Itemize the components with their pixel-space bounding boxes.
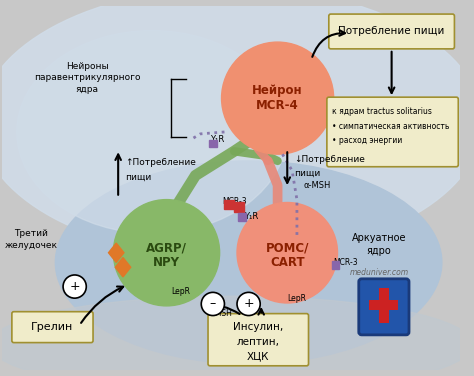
Polygon shape <box>209 140 217 147</box>
Text: CART: CART <box>270 256 305 269</box>
Text: Потребление пищи: Потребление пищи <box>338 26 445 36</box>
Circle shape <box>113 200 219 306</box>
Text: Третий: Третий <box>14 229 48 238</box>
Polygon shape <box>332 261 339 269</box>
FancyBboxPatch shape <box>327 97 458 167</box>
Polygon shape <box>234 203 244 212</box>
FancyBboxPatch shape <box>329 14 455 49</box>
Text: пищи: пищи <box>125 173 151 182</box>
Text: +: + <box>243 297 254 311</box>
Text: Нейрон: Нейрон <box>252 84 303 97</box>
Text: • симпатическая активность: • симпатическая активность <box>332 122 449 130</box>
Text: • расход энергии: • расход энергии <box>332 136 402 145</box>
Text: MCR-3: MCR-3 <box>333 258 357 267</box>
Text: meduniver.com: meduniver.com <box>349 268 409 277</box>
Circle shape <box>237 203 337 303</box>
Text: α-MSH: α-MSH <box>207 309 232 318</box>
Text: пищи: пищи <box>294 169 320 178</box>
Ellipse shape <box>55 161 442 364</box>
Text: POMC/: POMC/ <box>265 241 309 255</box>
Ellipse shape <box>17 30 287 233</box>
Text: LepR: LepR <box>172 287 191 296</box>
Text: NPY: NPY <box>153 256 180 269</box>
Text: Аркуатное: Аркуатное <box>352 233 406 243</box>
Polygon shape <box>109 243 124 262</box>
Text: лептин,: лептин, <box>237 337 280 347</box>
Text: MCR-4: MCR-4 <box>256 99 299 112</box>
Text: +: + <box>69 280 80 293</box>
Text: ядро: ядро <box>367 246 392 256</box>
Text: α-MSH: α-MSH <box>304 180 331 190</box>
Text: Y₁R: Y₁R <box>210 135 224 144</box>
Text: ядра: ядра <box>76 85 99 94</box>
Circle shape <box>237 293 260 315</box>
FancyBboxPatch shape <box>12 312 93 343</box>
Text: ↑Потребление: ↑Потребление <box>125 158 196 167</box>
FancyBboxPatch shape <box>359 279 409 335</box>
Circle shape <box>221 42 334 154</box>
Text: к ядрам tractus solitarius: к ядрам tractus solitarius <box>332 107 432 116</box>
Circle shape <box>201 293 225 315</box>
Text: AGRP/: AGRP/ <box>146 241 187 255</box>
Text: Инсулин,: Инсулин, <box>233 322 283 332</box>
Text: Y₁R: Y₁R <box>244 212 258 221</box>
Polygon shape <box>225 200 234 209</box>
FancyBboxPatch shape <box>369 300 398 310</box>
FancyBboxPatch shape <box>379 288 389 323</box>
Text: LepR: LepR <box>287 294 306 303</box>
Text: –: – <box>210 297 216 311</box>
Ellipse shape <box>0 0 474 258</box>
Text: паравентрикулярного: паравентрикулярного <box>34 73 140 82</box>
Polygon shape <box>238 213 246 221</box>
Text: Нейроны: Нейроны <box>66 62 109 71</box>
Circle shape <box>63 275 86 298</box>
Text: ↓Потребление: ↓Потребление <box>294 155 365 164</box>
Text: желудочек: желудочек <box>5 241 58 250</box>
FancyBboxPatch shape <box>208 314 309 366</box>
Polygon shape <box>115 258 131 277</box>
Text: Грелин: Грелин <box>31 322 73 332</box>
Text: MCR-3: MCR-3 <box>222 197 246 206</box>
Text: ХЦК: ХЦК <box>247 351 269 361</box>
Ellipse shape <box>0 296 473 376</box>
